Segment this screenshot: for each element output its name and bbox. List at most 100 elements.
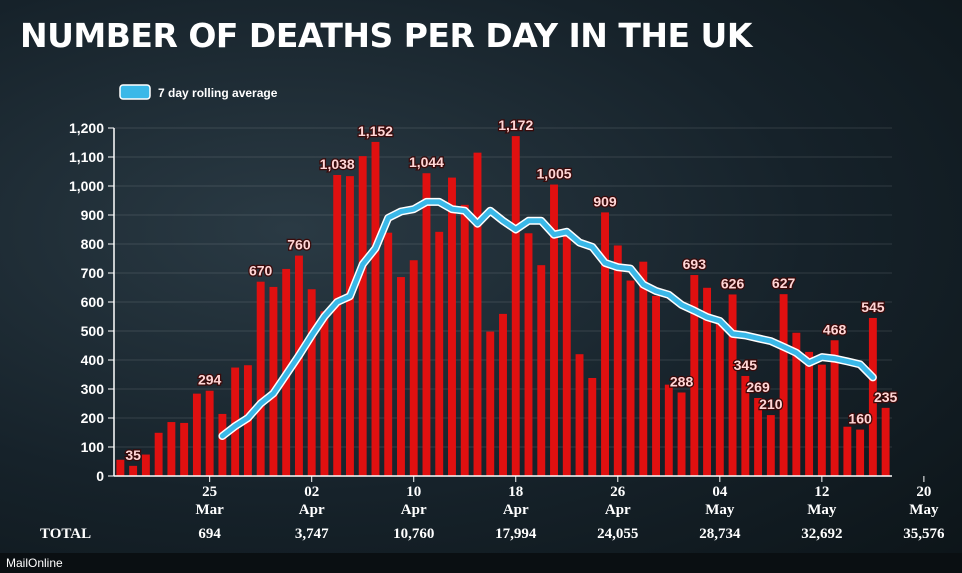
bar bbox=[703, 287, 712, 476]
total-value: 10,760 bbox=[393, 526, 434, 542]
bar bbox=[294, 255, 303, 476]
bar bbox=[448, 177, 456, 476]
data-label: 210 bbox=[759, 396, 783, 412]
bar bbox=[754, 397, 763, 476]
data-label: 670 bbox=[249, 263, 273, 279]
axes-layer: 0 100 200 300 400 500 600 700 800 900 1,000 1,100 1,… bbox=[69, 120, 939, 518]
bar bbox=[830, 340, 839, 476]
bar bbox=[741, 375, 750, 476]
bar bbox=[384, 232, 393, 476]
bar bbox=[690, 275, 699, 476]
bar bbox=[129, 465, 138, 476]
total-value: 32,692 bbox=[801, 526, 842, 542]
bar bbox=[371, 141, 380, 477]
data-label: 627 bbox=[772, 275, 796, 291]
data-label: 1,044 bbox=[409, 154, 444, 170]
y-tick-label: 800 bbox=[81, 236, 105, 252]
y-tick-label: 700 bbox=[81, 265, 105, 281]
y-tick-label: 400 bbox=[81, 352, 105, 368]
totals-row: TOTAL 694 3,747 10,760 17,994 24,055 28,734 32… bbox=[40, 526, 945, 542]
footer-bar bbox=[0, 553, 962, 573]
bar bbox=[613, 245, 622, 476]
legend: 7 day rolling average bbox=[119, 84, 278, 100]
total-value: 35,576 bbox=[903, 526, 945, 542]
bar bbox=[843, 426, 852, 476]
bars-layer bbox=[116, 136, 890, 477]
bar bbox=[397, 277, 405, 476]
y-tick-label: 1,100 bbox=[69, 149, 104, 165]
bar bbox=[868, 317, 877, 476]
bar bbox=[205, 390, 214, 476]
x-tick-day: 10 bbox=[406, 484, 421, 500]
data-label: 760 bbox=[287, 237, 311, 253]
bar bbox=[856, 429, 865, 476]
bar bbox=[486, 331, 495, 476]
total-value: 3,747 bbox=[295, 526, 329, 542]
bar bbox=[358, 156, 367, 476]
data-label: 468 bbox=[823, 321, 847, 337]
total-value: 17,994 bbox=[495, 526, 537, 542]
bar bbox=[345, 176, 354, 476]
x-tick-month: Apr bbox=[299, 502, 325, 518]
bar bbox=[639, 261, 648, 476]
bar bbox=[715, 319, 724, 476]
bar bbox=[116, 459, 125, 476]
bar bbox=[307, 289, 316, 476]
legend-swatch bbox=[119, 84, 151, 100]
bar bbox=[409, 260, 418, 476]
data-label: 626 bbox=[721, 275, 745, 291]
bar bbox=[180, 422, 189, 476]
y-tick-label: 300 bbox=[81, 381, 105, 397]
data-labels-layer: 35 294 670 760 1,038 1,152 1,044 1,172 1,005 909 2… bbox=[124, 116, 899, 464]
bar bbox=[473, 152, 482, 476]
bar bbox=[766, 415, 775, 476]
rolling-average-line bbox=[219, 199, 876, 439]
data-label: 1,152 bbox=[358, 123, 393, 139]
data-label: 345 bbox=[734, 357, 758, 373]
bar bbox=[881, 407, 890, 476]
data-label: 35 bbox=[125, 447, 141, 463]
bar bbox=[511, 136, 520, 476]
bar bbox=[601, 212, 609, 476]
total-value: 24,055 bbox=[597, 526, 638, 542]
data-label: 288 bbox=[670, 373, 694, 389]
bar bbox=[626, 280, 635, 476]
bar bbox=[460, 204, 469, 476]
bar bbox=[269, 286, 278, 476]
x-tick-day: 02 bbox=[304, 484, 319, 500]
deaths-chart: 0 100 200 300 400 500 600 700 800 900 1,000 1,100 1,… bbox=[40, 84, 945, 542]
data-label: 909 bbox=[593, 193, 617, 209]
bar bbox=[333, 174, 342, 477]
bar bbox=[167, 422, 176, 476]
bar bbox=[499, 313, 507, 476]
x-tick-day: 26 bbox=[610, 484, 626, 500]
x-tick-month: May bbox=[705, 502, 735, 518]
x-tick-month: Apr bbox=[401, 502, 427, 518]
chart-title: NUMBER OF DEATHS PER DAY IN THE UK bbox=[20, 16, 752, 55]
legend-label: 7 day rolling average bbox=[158, 86, 278, 100]
y-tick-label: 600 bbox=[81, 294, 105, 310]
bar bbox=[792, 332, 801, 476]
y-tick-label: 200 bbox=[81, 410, 105, 426]
x-tick-month: Mar bbox=[195, 502, 224, 518]
data-label: 545 bbox=[861, 299, 885, 315]
data-label: 269 bbox=[746, 379, 770, 395]
data-label: 235 bbox=[874, 389, 898, 405]
bar bbox=[677, 392, 686, 476]
x-tick-month: May bbox=[909, 502, 939, 518]
bar bbox=[422, 173, 431, 477]
bar bbox=[537, 265, 546, 476]
bar bbox=[154, 432, 163, 476]
x-tick-day: 12 bbox=[814, 484, 829, 500]
bar bbox=[192, 393, 201, 476]
bar bbox=[728, 294, 737, 476]
total-label: TOTAL bbox=[40, 526, 91, 542]
bar bbox=[320, 311, 329, 476]
bar bbox=[575, 354, 584, 476]
data-label: 1,172 bbox=[498, 117, 533, 133]
bar bbox=[550, 184, 558, 477]
x-tick-day: 20 bbox=[916, 484, 931, 500]
x-tick-day: 04 bbox=[712, 484, 728, 500]
x-tick-month: Apr bbox=[605, 502, 631, 518]
y-tick-label: 100 bbox=[81, 439, 105, 455]
